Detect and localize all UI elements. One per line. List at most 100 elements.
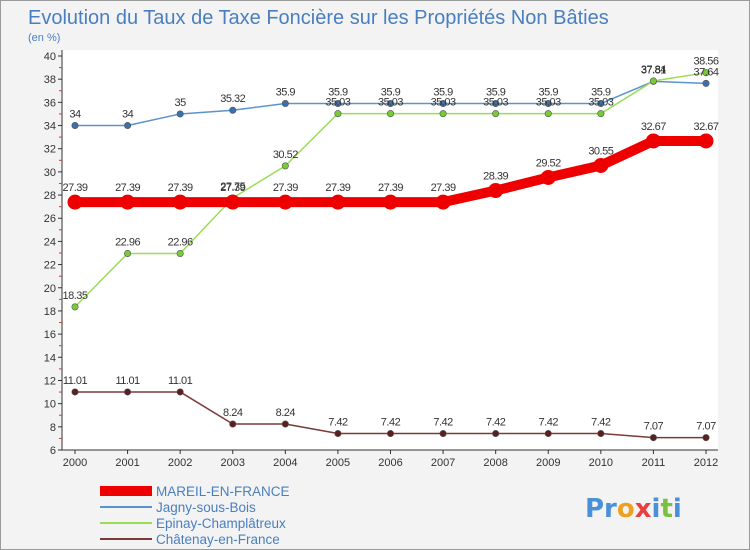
data-point (439, 110, 447, 118)
y-tick-label: 30 (44, 167, 56, 179)
data-point (334, 430, 342, 438)
legend-label: Châtenay-en-France (156, 532, 280, 547)
data-label: 35.03 (325, 97, 350, 109)
data-label: 27.75 (220, 181, 245, 193)
data-label: 7.42 (381, 417, 401, 429)
data-point (176, 249, 184, 257)
data-point (544, 430, 552, 438)
data-point (593, 158, 609, 174)
data-label: 38.56 (693, 56, 718, 68)
data-point (702, 79, 710, 87)
data-label: 7.07 (644, 421, 664, 433)
data-label: 22.96 (115, 236, 140, 248)
data-label: 30.55 (588, 146, 613, 158)
data-point (124, 388, 132, 396)
data-point (176, 388, 184, 396)
x-tick-label: 2002 (168, 457, 192, 469)
data-label: 22.96 (168, 236, 193, 248)
data-label: 34 (122, 109, 134, 121)
y-tick-label: 22 (44, 260, 56, 272)
x-tick-label: 2003 (221, 457, 245, 469)
data-point (383, 194, 398, 210)
data-label: 11.01 (115, 375, 140, 387)
data-point (544, 110, 552, 118)
y-tick-label: 14 (44, 352, 56, 364)
data-point (597, 100, 605, 108)
x-tick-label: 2008 (483, 457, 507, 469)
data-label: 35.03 (431, 97, 456, 109)
data-label: 7.07 (696, 421, 716, 433)
data-label: 27.39 (115, 182, 140, 194)
x-tick-label: 2000 (63, 457, 87, 469)
data-label: 35.32 (220, 93, 245, 105)
y-tick-label: 38 (44, 74, 56, 86)
data-point (649, 77, 657, 85)
data-point (281, 420, 289, 428)
data-point (229, 106, 237, 114)
data-point (492, 430, 500, 438)
y-tick-label: 8 (50, 422, 56, 434)
data-label: 37.81 (641, 64, 666, 76)
data-label: 27.39 (168, 182, 193, 194)
x-tick-label: 2010 (589, 457, 613, 469)
x-tick-label: 2004 (273, 457, 297, 469)
data-label: 32.67 (693, 121, 718, 133)
data-point (488, 183, 504, 199)
x-tick-label: 2001 (115, 457, 139, 469)
data-point (330, 194, 346, 210)
y-tick-label: 24 (44, 236, 56, 248)
data-label: 30.52 (273, 149, 298, 161)
legend: MAREIL-EN-FRANCEJagny-sous-BoisEpinay-Ch… (100, 484, 290, 547)
data-point (386, 110, 394, 118)
data-point (124, 249, 132, 257)
proxiti-logo: Proxiti (585, 494, 682, 524)
y-tick-label: 36 (44, 97, 56, 109)
data-label: 37.84 (641, 64, 666, 76)
logo-letter: o (617, 494, 635, 524)
legend-label: MAREIL-EN-FRANCE (156, 484, 290, 499)
x-tick-label: 2005 (326, 457, 350, 469)
x-tick-label: 2009 (536, 457, 560, 469)
x-tick-label: 2006 (378, 457, 402, 469)
data-label: 27.39 (431, 182, 456, 194)
data-label: 29.52 (536, 157, 561, 169)
data-label: 37.64 (693, 66, 718, 78)
data-label: 8.24 (223, 407, 243, 419)
data-point (439, 100, 447, 108)
plot-area (62, 50, 718, 450)
data-point (492, 100, 500, 108)
y-tick-label: 10 (44, 399, 56, 411)
y-tick-label: 34 (44, 121, 56, 133)
data-label: 18.35 (62, 290, 87, 302)
legend-label: Epinay-Champlâtreux (156, 516, 286, 531)
data-point (281, 162, 289, 170)
data-point (386, 100, 394, 108)
series-layer (67, 69, 714, 442)
data-point (597, 430, 605, 438)
data-point (277, 194, 293, 210)
data-label: 35.03 (536, 97, 561, 109)
data-point (334, 110, 342, 118)
data-label: 7.42 (539, 417, 559, 429)
data-label: 35.9 (328, 87, 348, 99)
data-point (702, 69, 710, 77)
data-point (386, 430, 394, 438)
data-point (176, 110, 184, 118)
data-label: 7.42 (591, 417, 611, 429)
data-point (597, 110, 605, 118)
data-point (649, 434, 657, 442)
data-point (334, 100, 342, 108)
data-label: 27.39 (220, 182, 245, 194)
data-label: 28.39 (483, 171, 508, 183)
data-label: 27.39 (325, 182, 350, 194)
data-label: 7.42 (486, 417, 506, 429)
data-label: 35.9 (539, 87, 559, 99)
logo-letter: t (660, 494, 672, 524)
data-point (492, 110, 500, 118)
y-tick-label: 20 (44, 283, 56, 295)
data-point (225, 194, 241, 210)
data-point (645, 133, 661, 149)
data-label: 35 (175, 97, 187, 109)
x-tick-label: 2011 (642, 457, 666, 469)
